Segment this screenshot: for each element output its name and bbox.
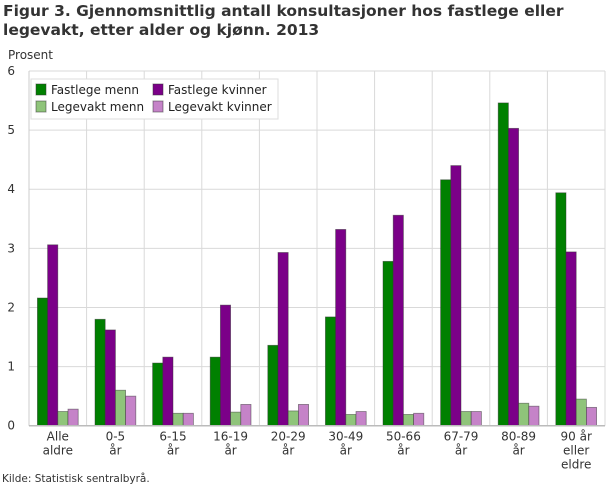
bar-fastlege-menn: [324, 316, 336, 427]
y-tick-label: 2: [7, 300, 15, 314]
legend-swatch: [35, 83, 47, 96]
bar-fastlege-menn: [94, 318, 106, 427]
bar-legevakt-menn: [287, 410, 299, 427]
x-tick-label: 80-89: [501, 430, 536, 444]
x-tick-label: 50-66: [386, 430, 421, 444]
bar-fastlege-kvinner: [450, 165, 462, 427]
bar-legevakt-menn: [115, 389, 127, 427]
legend-swatch: [152, 100, 164, 113]
bar-fastlege-kvinner: [565, 251, 577, 427]
y-tick-label: 6: [7, 64, 15, 78]
legend-label: Legevakt kvinner: [168, 100, 272, 114]
bar-legevakt-menn: [57, 411, 69, 427]
y-tick-label: 0: [7, 419, 15, 433]
bar-legevakt-kvinner: [125, 395, 137, 427]
x-tick-label: år: [455, 444, 467, 458]
x-tick-label: 67-79: [444, 430, 479, 444]
x-tick-label: 0-5: [106, 430, 126, 444]
x-tick-label: 20-29: [271, 430, 306, 444]
source-note: Kilde: Statistisk sentralbyrå.: [2, 473, 150, 485]
x-tick-label: eldre: [561, 458, 591, 472]
bar-fastlege-kvinner: [335, 229, 347, 427]
bar-legevakt-menn: [575, 398, 587, 427]
legend-label: Legevakt menn: [51, 100, 144, 114]
bar-fastlege-menn: [152, 362, 164, 427]
bar-legevakt-kvinner: [297, 404, 309, 427]
legend-label: Fastlege kvinner: [168, 83, 267, 97]
bar-fastlege-menn: [382, 260, 394, 427]
bar-fastlege-menn: [267, 344, 279, 427]
x-tick-label: 16-19: [213, 430, 248, 444]
bar-fastlege-kvinner: [104, 329, 116, 427]
chart-title: Figur 3. Gjennomsnittlig antall konsulta…: [3, 2, 564, 39]
x-tick-label: Alle: [47, 430, 69, 444]
legend-swatch: [35, 100, 47, 113]
bar-legevakt-kvinner: [355, 411, 367, 427]
bar-legevakt-menn: [402, 414, 414, 427]
bar-legevakt-kvinner: [528, 405, 540, 427]
y-tick-label: 4: [7, 182, 15, 196]
bar-legevakt-kvinner: [470, 411, 482, 427]
x-tick-label: 6-15: [159, 430, 186, 444]
bar-fastlege-menn: [555, 192, 567, 427]
legend-swatch: [152, 83, 164, 96]
x-tick-label: 90 år: [561, 430, 592, 444]
x-tick-label: år: [340, 444, 352, 458]
bar-fastlege-menn: [440, 179, 452, 427]
bar-fastlege-kvinner: [47, 244, 59, 427]
bar-fastlege-kvinner: [507, 127, 519, 427]
x-tick-label: år: [167, 444, 179, 458]
bar-fastlege-kvinner: [219, 304, 231, 427]
bar-fastlege-menn: [497, 102, 509, 427]
y-axis-label: Prosent: [8, 48, 53, 62]
legend-label: Fastlege menn: [51, 83, 139, 97]
bar-legevakt-menn: [172, 412, 184, 427]
x-tick-label: år: [224, 444, 236, 458]
x-tick-label: 30-49: [328, 430, 363, 444]
bar-legevakt-menn: [460, 411, 472, 427]
bar-fastlege-menn: [37, 297, 49, 427]
bar-fastlege-menn: [209, 356, 221, 427]
bar-legevakt-menn: [518, 402, 530, 427]
bar-legevakt-menn: [345, 414, 357, 427]
bar-legevakt-kvinner: [67, 408, 79, 427]
y-tick-label: 5: [7, 123, 15, 137]
x-tick-label: år: [397, 444, 409, 458]
x-tick-label: eller: [563, 444, 589, 458]
bar-legevakt-menn: [230, 411, 242, 427]
x-tick-label: år: [512, 444, 524, 458]
bar-fastlege-kvinner: [277, 252, 289, 427]
y-tick-label: 1: [7, 360, 15, 374]
x-tick-label: aldre: [43, 444, 73, 458]
x-tick-label: år: [282, 444, 294, 458]
bar-legevakt-kvinner: [586, 406, 598, 427]
bar-fastlege-kvinner: [392, 214, 404, 427]
bar-legevakt-kvinner: [182, 412, 194, 427]
x-tick-label: år: [109, 444, 121, 458]
bar-legevakt-kvinner: [240, 404, 252, 427]
bar-fastlege-kvinner: [162, 356, 174, 427]
y-tick-label: 3: [7, 241, 15, 255]
bar-legevakt-kvinner: [413, 412, 425, 427]
